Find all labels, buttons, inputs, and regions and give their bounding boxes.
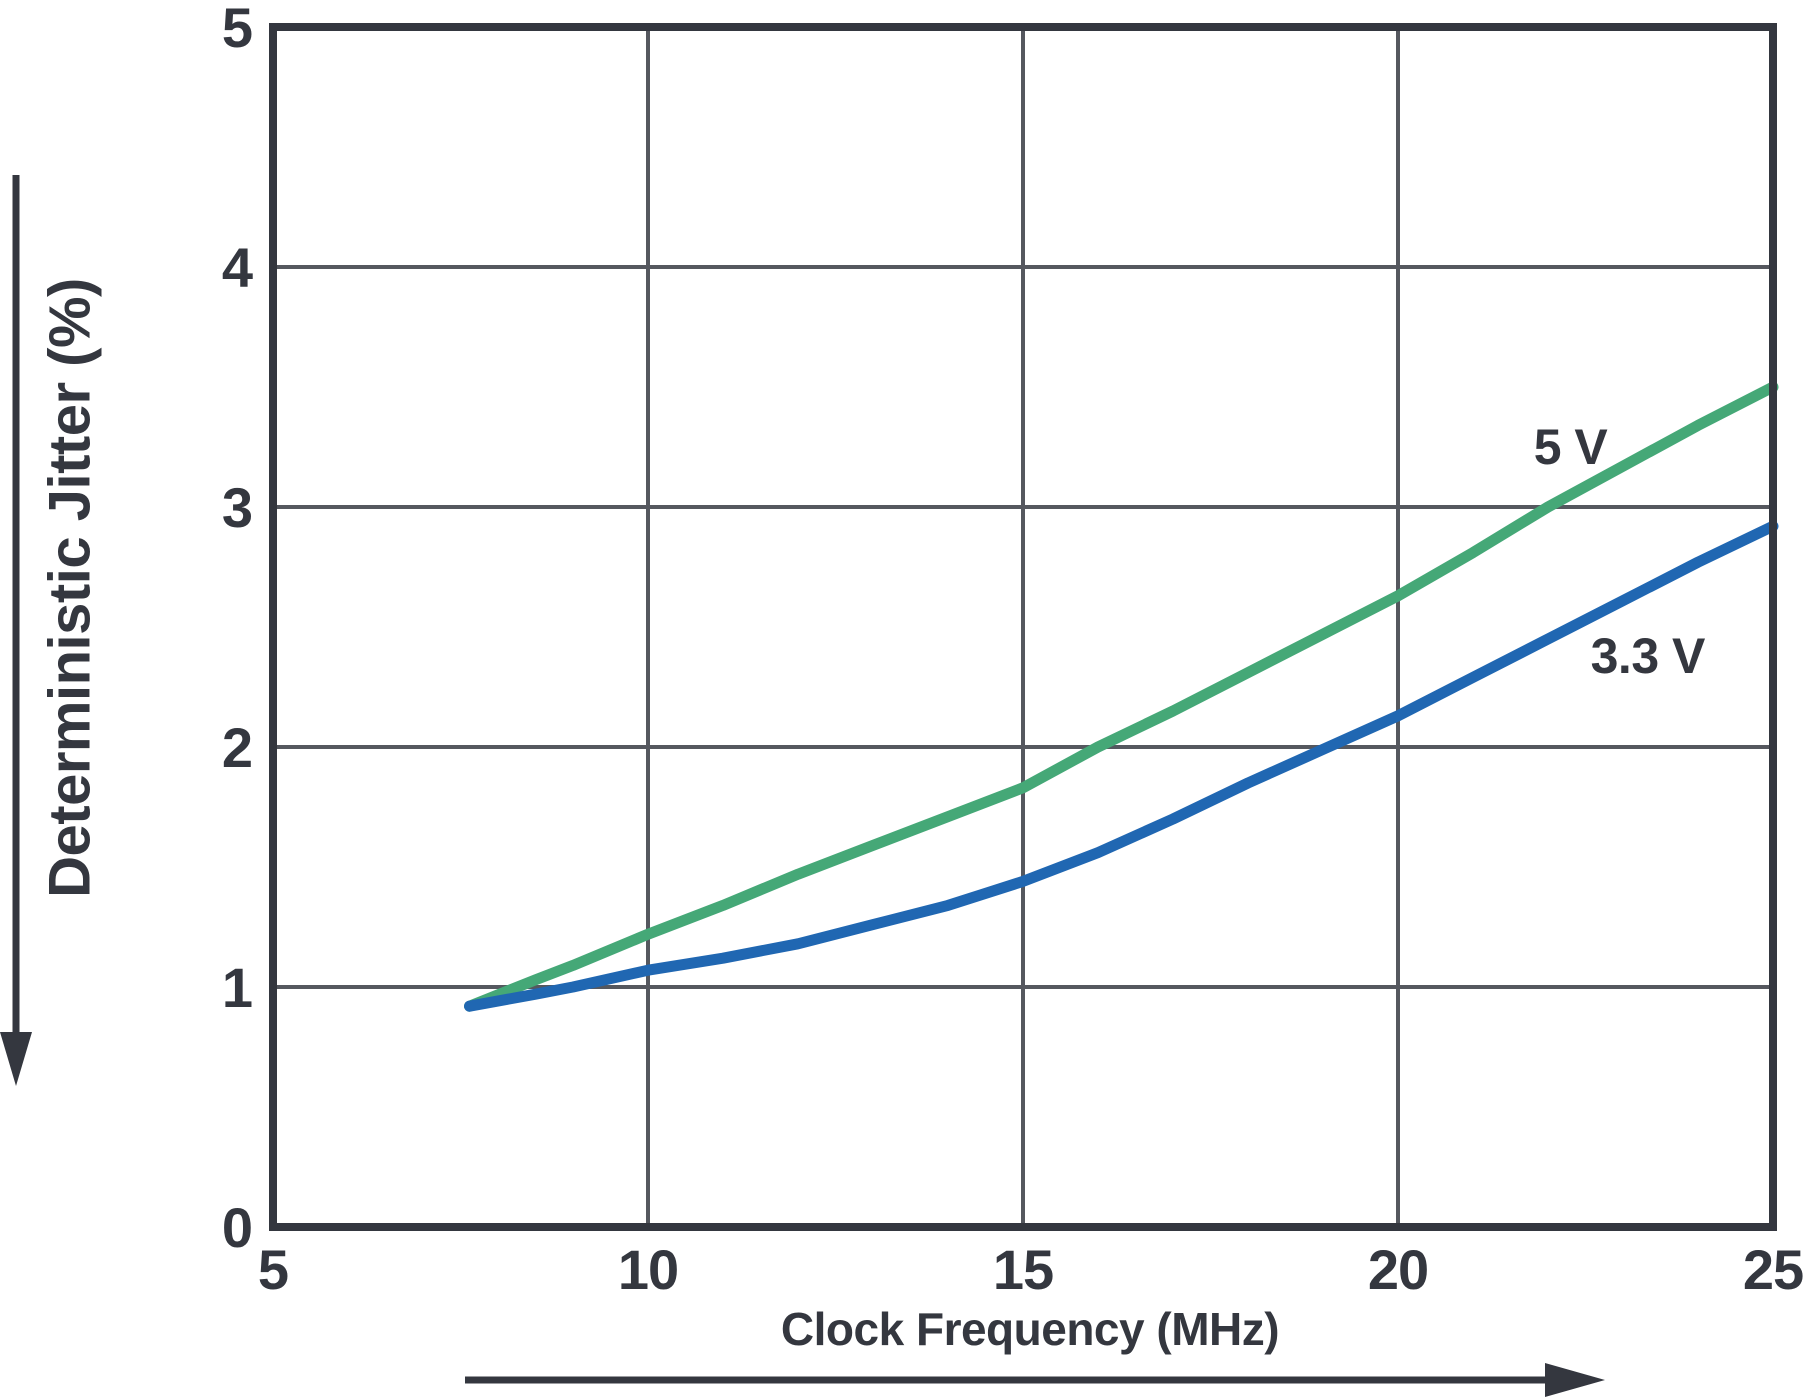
- y-tick-label: 0: [222, 1196, 252, 1259]
- plot-frame: [269, 23, 1777, 1231]
- x-axis-direction-arrow-icon: [465, 1363, 1605, 1397]
- y-tick-label: 3: [222, 476, 252, 539]
- x-tick-label: 20: [1368, 1238, 1428, 1301]
- x-axis-title: Clock Frequency (MHz): [781, 1303, 1279, 1355]
- tick-layer: 5 10 15 20 25 0 1 2 3 4 5: [222, 0, 1804, 1301]
- y-tick-label: 5: [222, 0, 252, 59]
- series-line-5-v: [464, 381, 1779, 1012]
- x-tick-label: 25: [1743, 1238, 1803, 1301]
- y-axis-direction-arrow-icon: [0, 175, 32, 1086]
- series-layer: [464, 381, 1779, 1012]
- y-tick-label: 4: [222, 236, 253, 299]
- x-tick-label: 15: [993, 1238, 1053, 1301]
- y-tick-label: 2: [222, 716, 252, 779]
- grid-layer: [273, 27, 1773, 1227]
- y-tick-label: 1: [222, 956, 252, 1019]
- y-axis-title: Deterministic Jitter (%): [38, 278, 103, 898]
- series-label-5-v: 5 V: [1534, 419, 1609, 475]
- x-tick-label: 5: [258, 1238, 288, 1301]
- series-line-3-3-v: [464, 520, 1779, 1012]
- series-label-layer: 5 V 3.3 V: [1534, 419, 1707, 684]
- series-label-3-3-v: 3.3 V: [1591, 628, 1706, 684]
- x-tick-label: 10: [618, 1238, 678, 1301]
